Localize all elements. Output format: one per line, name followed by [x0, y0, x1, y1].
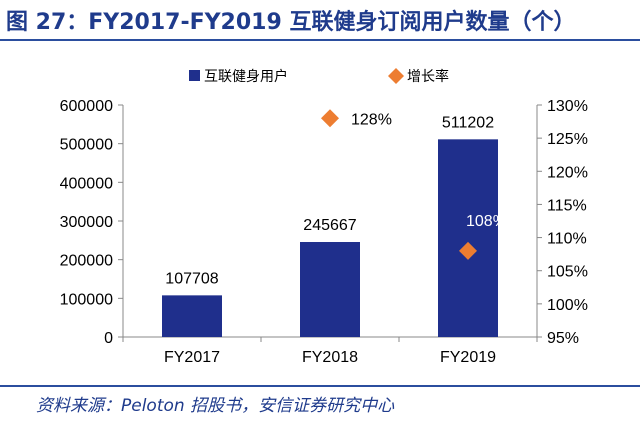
growth-value-label: 128% — [351, 111, 392, 128]
bar — [300, 242, 360, 337]
bar — [162, 295, 222, 337]
x-tick-label: FY2017 — [164, 349, 220, 366]
right-tick-label: 120% — [547, 164, 588, 181]
right-tick-label: 130% — [547, 98, 588, 115]
x-tick-label: FY2019 — [440, 349, 496, 366]
bar-value-label: 245667 — [303, 217, 356, 234]
x-tick-label: FY2018 — [302, 349, 358, 366]
bars — [162, 139, 498, 337]
right-tick-label: 125% — [547, 131, 588, 148]
chart: 互联健身用户 增长率 0 100000 200000 300000 400000 5000… — [60, 68, 588, 366]
legend-bar-swatch — [189, 70, 200, 81]
source-note: 资料来源：Peloton 招股书，安信证券研究中心 — [36, 396, 395, 416]
right-tick-label: 105% — [547, 264, 588, 281]
right-tick-label: 100% — [547, 297, 588, 314]
axes: 0 100000 200000 300000 400000 500000 600000 95%… — [60, 98, 588, 366]
left-tick-label: 500000 — [60, 137, 113, 154]
bar-value-label: 107708 — [165, 270, 218, 287]
bar-labels: 107708 245667 511202 — [165, 114, 494, 287]
right-tick-label: 110% — [547, 231, 587, 248]
left-tick-label: 600000 — [60, 98, 113, 115]
footer-divider — [0, 385, 640, 387]
growth-labels: 128% 108% — [351, 111, 507, 230]
growth-marker — [459, 241, 477, 260]
left-tick-label: 400000 — [60, 175, 113, 192]
left-tick-label: 200000 — [60, 253, 113, 270]
legend-bar-label: 互联健身用户 — [204, 68, 288, 84]
left-tick-label: 100000 — [60, 291, 113, 308]
chart-title: 图 27：FY2017-FY2019 互联健身订阅用户数量（个） — [6, 10, 576, 35]
left-tick-label: 300000 — [60, 214, 113, 231]
right-tick-label: 95% — [547, 330, 579, 347]
legend-marker-label: 增长率 — [407, 68, 449, 84]
growth-markers — [321, 109, 477, 260]
legend-marker-swatch — [388, 68, 404, 84]
legend: 互联健身用户 增长率 — [189, 68, 449, 84]
growth-value-label: 108% — [466, 213, 507, 230]
growth-marker — [321, 109, 339, 128]
right-tick-label: 115% — [547, 197, 587, 214]
title-divider — [0, 39, 640, 41]
left-tick-label: 0 — [104, 330, 113, 347]
bar — [438, 139, 498, 337]
bar-value-label: 511202 — [442, 114, 494, 131]
